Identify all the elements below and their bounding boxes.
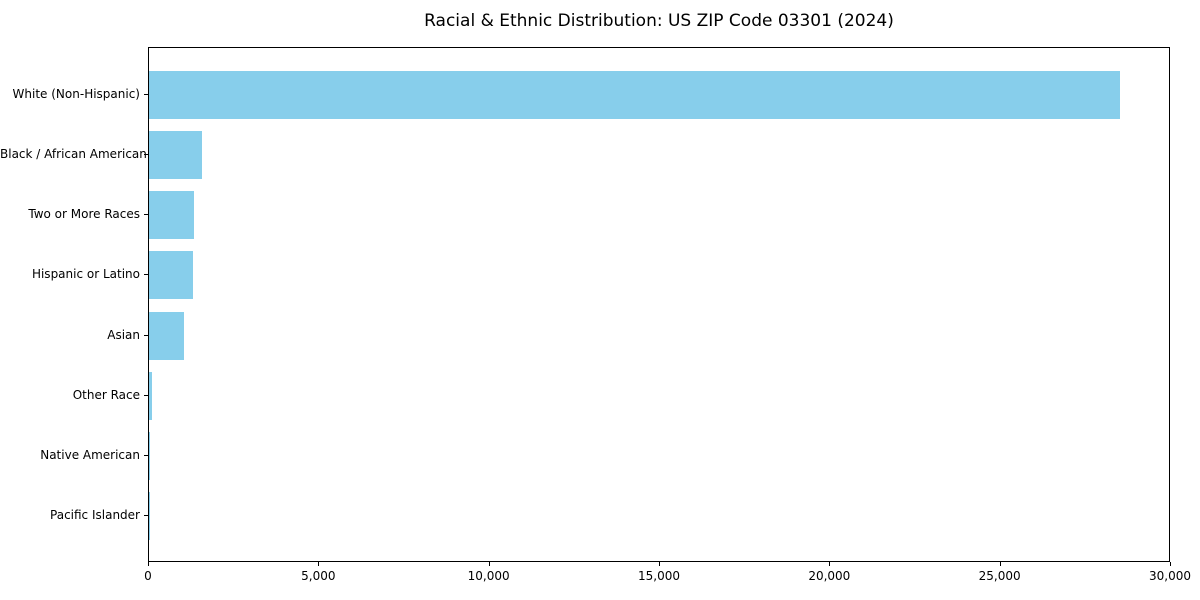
x-tick-label: 20,000 [808,569,851,583]
plot-area [148,47,1170,562]
x-tick-label: 0 [144,569,152,583]
x-tick-mark [1170,562,1171,566]
y-tick-label: Pacific Islander [50,507,140,522]
x-tick-label: 15,000 [638,569,680,583]
y-tick-label: Black / African American [0,147,147,162]
y-tick-label: Asian [107,327,140,342]
bar-native-american [149,431,151,480]
y-tick-label: Other Race [72,387,140,402]
bar-white-non-hispanic [149,71,1120,120]
x-tick-label: 10,000 [467,569,510,583]
y-tick-mark [144,514,148,516]
x-tick-mark [999,562,1001,566]
bar-asian [149,311,185,360]
y-tick-mark [144,334,148,336]
bar-other-race [149,371,153,420]
x-tick-mark [659,562,660,566]
y-tick-mark [144,394,148,396]
bar-black-african-american [149,131,203,180]
bar-two-or-more-races [149,191,194,240]
y-tick-mark [144,94,148,96]
x-tick-label: 30,000 [1149,569,1191,583]
y-tick-label: Hispanic or Latino [31,267,140,282]
chart-title: Racial & Ethnic Distribution: US ZIP Cod… [424,11,894,31]
y-tick-label: White (Non-Hispanic) [12,87,140,102]
y-tick-mark [144,154,148,156]
x-tick-label: 5,000 [301,569,336,583]
y-tick-mark [144,214,148,216]
bar-hispanic-or-latino [149,251,194,300]
x-tick-mark [318,562,320,566]
x-tick-mark [148,562,149,566]
x-tick-mark [829,562,831,566]
x-tick-label: 25,000 [978,569,1021,583]
y-tick-label: Native American [40,447,140,462]
x-tick-mark [488,562,490,566]
y-tick-mark [144,454,148,456]
y-tick-mark [144,274,148,276]
y-tick-label: Two or More Races [28,207,140,222]
